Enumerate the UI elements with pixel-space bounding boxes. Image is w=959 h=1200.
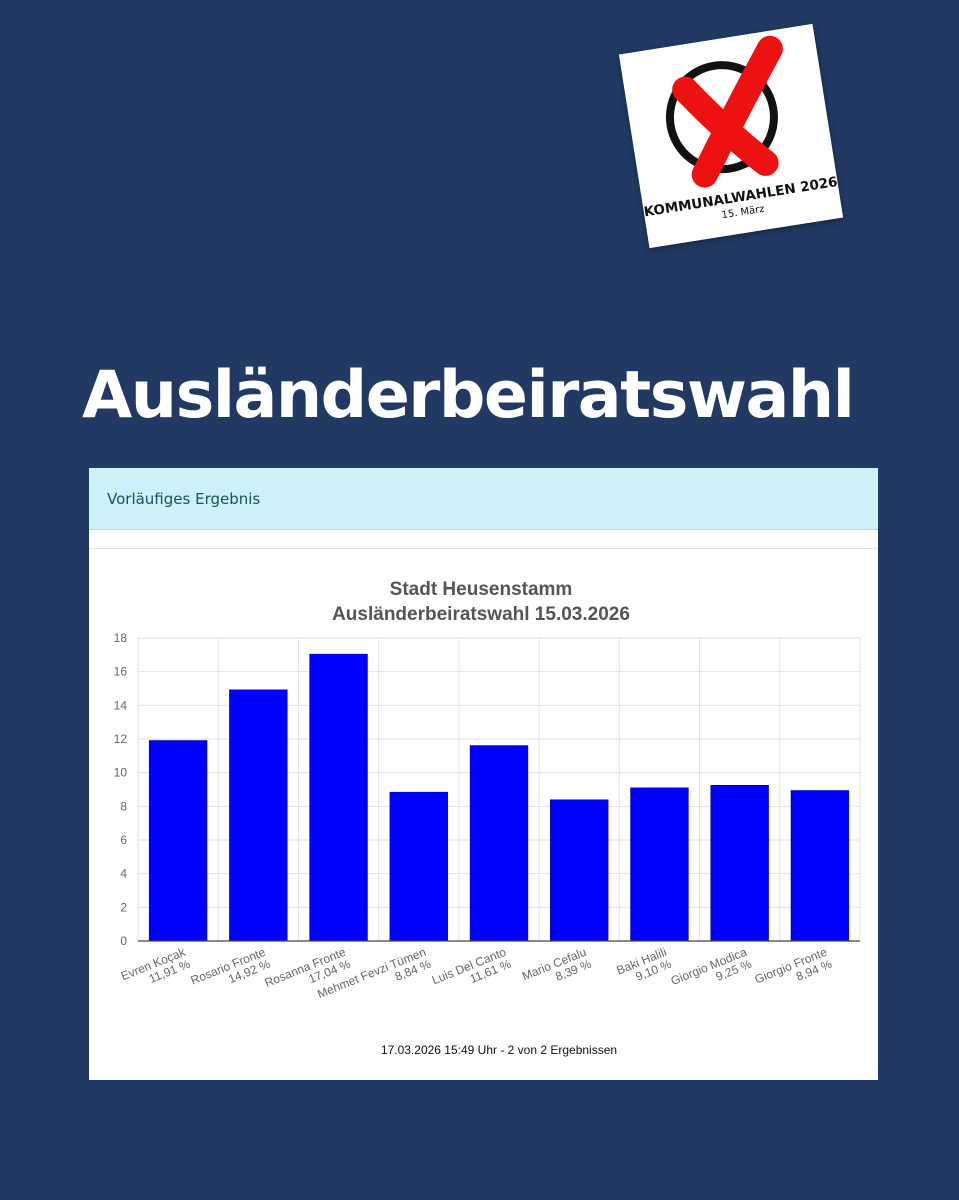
bar xyxy=(469,745,529,942)
chart-area: 0 2 4 6 8 10 12 14 16 18 Evren Koçak 11,91 % Rosario… xyxy=(89,548,878,1080)
y-tick-label: 12 xyxy=(114,732,128,746)
ballot-cross-icon xyxy=(665,35,783,188)
panel-header: Vorläufiges Ergebnis xyxy=(89,468,878,530)
y-tick-label: 14 xyxy=(114,698,128,712)
bar xyxy=(550,799,609,942)
bar xyxy=(710,784,769,942)
chart-subtitle: Ausländerbeiratswahl 15.03.2026 xyxy=(332,604,630,625)
y-tick-label: 16 xyxy=(114,665,128,679)
y-tick-label: 18 xyxy=(114,631,128,645)
bar xyxy=(148,740,208,942)
bar xyxy=(309,653,368,942)
bar xyxy=(790,790,850,942)
y-tick-label: 6 xyxy=(120,833,127,847)
y-tick-label: 10 xyxy=(114,766,128,780)
bar xyxy=(630,787,689,942)
bar xyxy=(229,689,288,942)
page-headline: Ausländerbeiratswahl xyxy=(82,358,855,433)
panel-divider xyxy=(89,530,878,549)
y-tick-label: 2 xyxy=(120,900,127,914)
y-tick-label: 4 xyxy=(120,867,127,881)
chart-footer: 17.03.2026 15:49 Uhr - 2 von 2 Ergebniss… xyxy=(381,1043,617,1057)
y-tick-label: 8 xyxy=(120,799,127,813)
election-logo: KOMMUNALWAHLEN 2026 15. März xyxy=(618,23,844,249)
y-tick-label: 0 xyxy=(120,934,127,948)
bar xyxy=(389,791,448,942)
bars-layer xyxy=(148,653,850,942)
chart-title: Stadt Heusenstamm xyxy=(390,579,573,600)
results-panel: Vorläufiges Ergebnis 0 2 4 6 8 10 12 14 16 18 Evre… xyxy=(89,468,878,1080)
